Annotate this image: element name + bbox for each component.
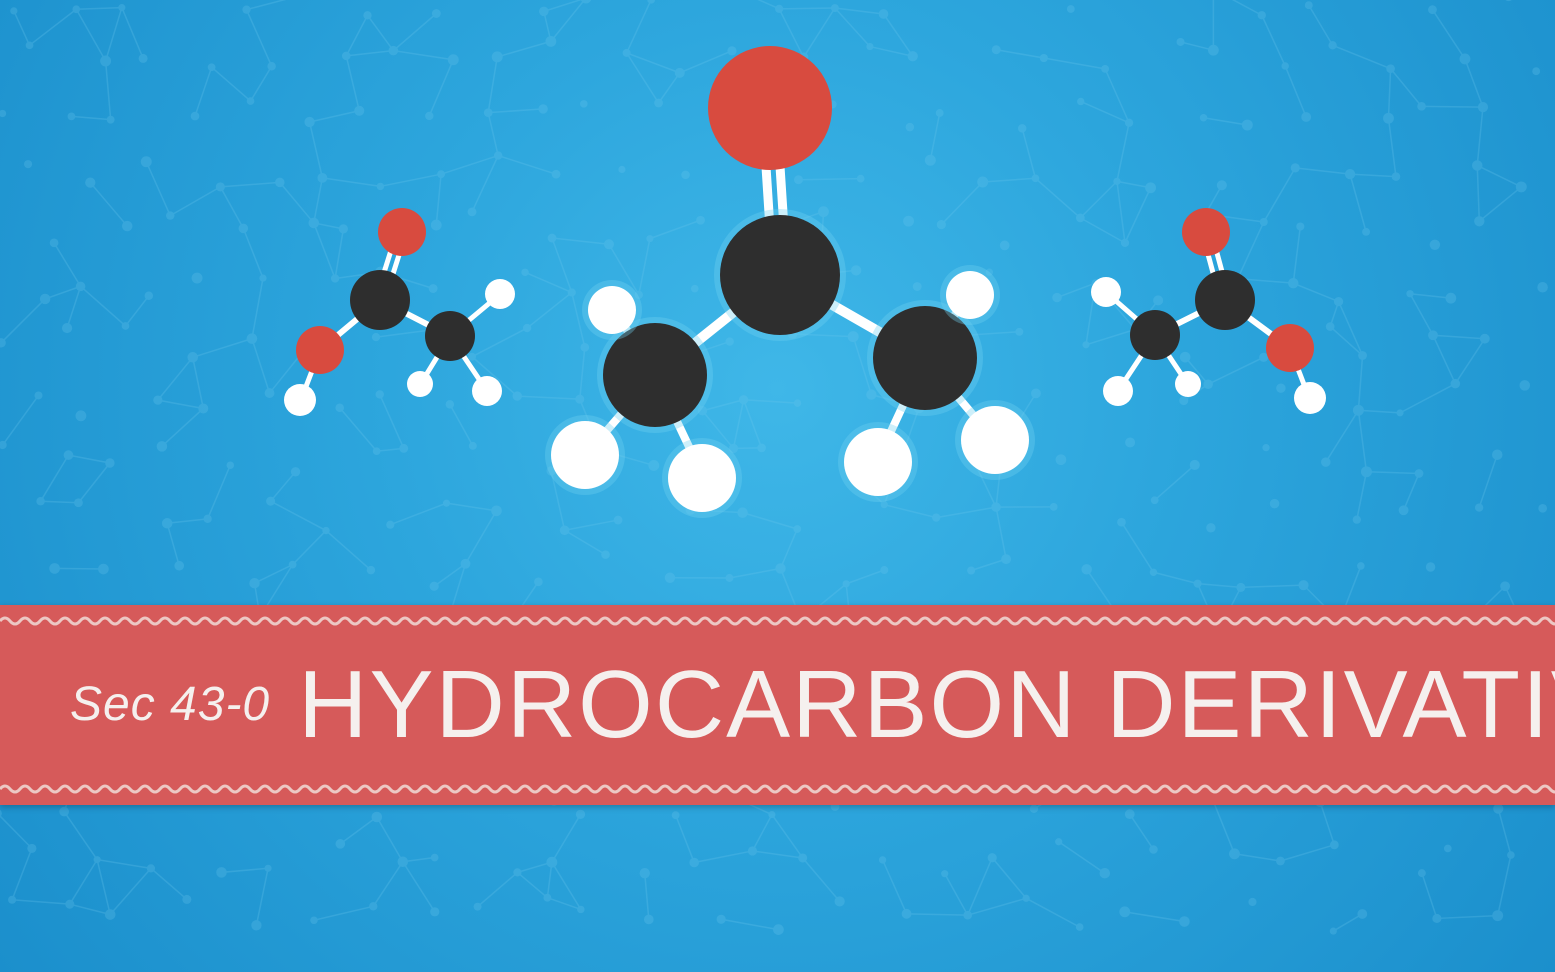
section-label: Sec 43-0 [70, 681, 270, 729]
banner-wavy-line-bottom [0, 783, 1555, 795]
banner-wavy-line-top [0, 615, 1555, 627]
lesson-title: HYDROCARBON DERIVATIVES [298, 657, 1555, 753]
title-banner: Sec 43-0 HYDROCARBON DERIVATIVES [0, 605, 1555, 805]
background-molecule-pattern [0, 0, 1555, 972]
